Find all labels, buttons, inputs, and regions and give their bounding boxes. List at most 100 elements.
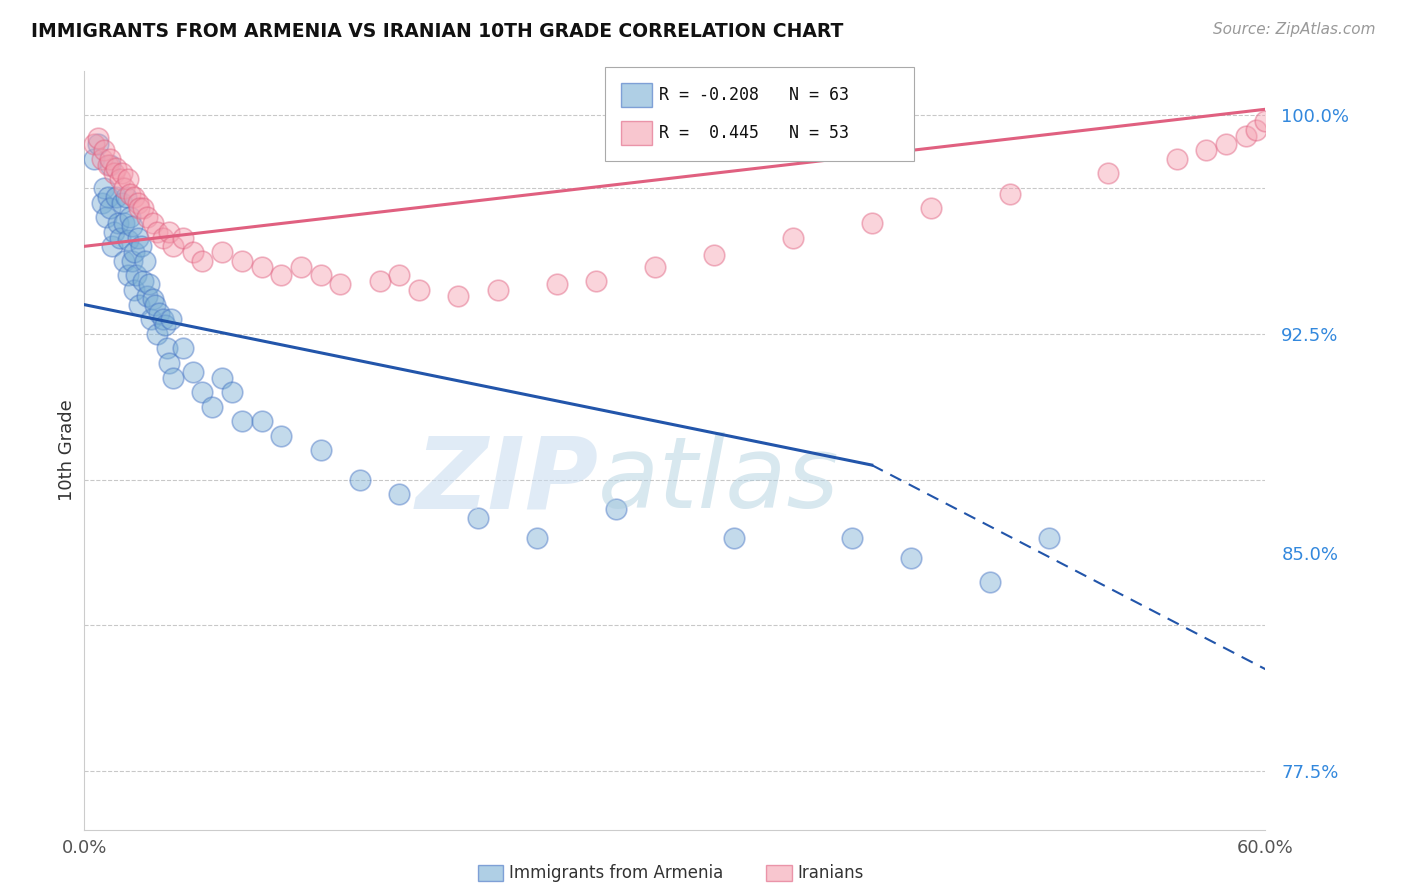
Point (131, 239, 153, 253)
Point (117, 268, 139, 283)
Point (101, 239, 124, 253)
Point (181, 245, 204, 260)
Point (93, 181, 115, 195)
Point (152, 312, 174, 326)
Point (447, 289, 470, 303)
Point (270, 429, 292, 443)
Y-axis label: 10th Grade: 10th Grade (58, 400, 76, 501)
Point (143, 298, 166, 312)
Text: IMMIGRANTS FROM ARMENIA VS IRANIAN 10TH GRADE CORRELATION CHART: IMMIGRANTS FROM ARMENIA VS IRANIAN 10TH … (31, 22, 844, 41)
Point (231, 253, 253, 268)
Point (605, 501, 627, 516)
Text: R =  0.445   N = 53: R = 0.445 N = 53 (659, 124, 849, 142)
Point (98, 158, 121, 172)
Point (157, 356, 180, 370)
Point (156, 342, 179, 356)
Point (87, 137, 110, 152)
Point (121, 219, 143, 233)
Point (152, 230, 174, 244)
Point (162, 370, 184, 384)
Point (142, 216, 165, 230)
Point (122, 190, 145, 204)
Point (546, 277, 568, 292)
Point (900, 551, 922, 566)
Point (998, 186, 1021, 201)
Point (201, 400, 224, 414)
Point (127, 230, 149, 244)
Point (250, 414, 273, 428)
Point (309, 443, 332, 458)
Point (117, 172, 139, 186)
Point (112, 181, 135, 195)
Point (127, 195, 149, 210)
Point (111, 166, 134, 180)
Point (104, 190, 127, 204)
Point (157, 225, 180, 239)
Point (98, 202, 121, 216)
Point (309, 268, 332, 283)
Text: R = -0.208   N = 63: R = -0.208 N = 63 (659, 86, 849, 103)
Point (112, 253, 135, 268)
Point (172, 342, 194, 356)
Point (132, 274, 155, 288)
Point (83, 152, 105, 166)
Point (118, 186, 141, 201)
Point (585, 274, 607, 288)
Point (388, 487, 411, 501)
Point (132, 202, 155, 216)
Point (181, 365, 204, 379)
Point (250, 260, 273, 274)
Point (467, 510, 489, 524)
Point (91, 195, 114, 210)
Point (128, 298, 150, 312)
Point (148, 306, 170, 320)
Point (1234, 128, 1257, 143)
Point (136, 210, 159, 224)
Point (723, 531, 745, 545)
Point (270, 268, 292, 283)
Point (153, 318, 176, 332)
Point (211, 370, 233, 384)
Point (103, 166, 125, 180)
Point (191, 385, 214, 400)
Point (87, 131, 110, 145)
Point (118, 210, 141, 224)
Point (134, 253, 156, 268)
Point (841, 531, 863, 545)
Point (211, 245, 233, 260)
Text: Immigrants from Armenia: Immigrants from Armenia (509, 864, 723, 882)
Point (1244, 122, 1267, 136)
Point (1097, 166, 1119, 180)
Point (138, 277, 160, 292)
Point (526, 531, 548, 545)
Point (1254, 114, 1277, 128)
Point (329, 277, 352, 292)
Point (920, 202, 942, 216)
Point (172, 230, 194, 244)
Point (112, 216, 135, 230)
Point (221, 385, 243, 400)
Point (98, 152, 121, 166)
Point (124, 268, 146, 283)
Point (1166, 152, 1188, 166)
Point (94, 210, 117, 224)
Point (108, 172, 131, 186)
Point (979, 574, 1001, 589)
Point (136, 289, 159, 303)
Text: Source: ZipAtlas.com: Source: ZipAtlas.com (1212, 22, 1375, 37)
Point (349, 473, 371, 487)
Point (97, 158, 120, 172)
Point (146, 326, 169, 341)
Point (486, 283, 509, 297)
Point (93, 143, 115, 157)
Point (644, 260, 666, 274)
Point (107, 216, 129, 230)
Point (782, 230, 804, 244)
Text: Iranians: Iranians (797, 864, 863, 882)
Point (121, 253, 143, 268)
Point (141, 312, 163, 326)
Point (111, 195, 134, 210)
Point (122, 245, 145, 260)
Point (368, 274, 391, 288)
Point (1038, 531, 1060, 545)
